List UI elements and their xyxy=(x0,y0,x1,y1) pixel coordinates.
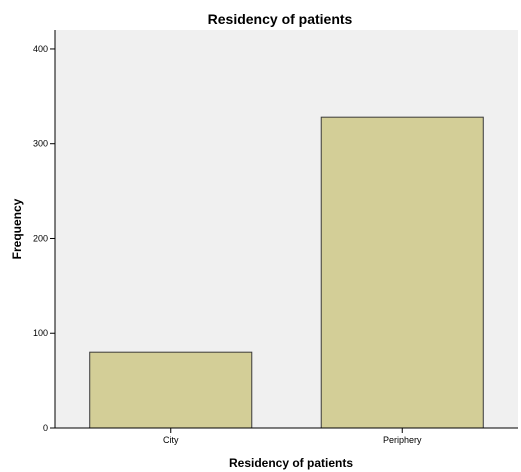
bar-periphery xyxy=(320,116,484,429)
y-ticks-group: 0 100 200 300 400 xyxy=(33,44,55,433)
y-tick-label: 100 xyxy=(33,328,48,338)
x-ticks-group: City Periphery xyxy=(163,428,422,445)
bar-city xyxy=(89,351,253,429)
chart-title: Residency of patients xyxy=(208,11,353,27)
y-tick-label: 200 xyxy=(33,233,48,243)
y-tick-label: 400 xyxy=(33,44,48,54)
y-tick-label: 300 xyxy=(33,139,48,149)
bars-group xyxy=(89,116,484,429)
x-tick-label: City xyxy=(163,435,179,445)
x-axis-label: Residency of patients xyxy=(229,456,353,470)
x-tick-label: Periphery xyxy=(383,435,422,445)
y-tick-label: 0 xyxy=(43,423,48,433)
y-axis-label: Frequency xyxy=(10,198,24,259)
